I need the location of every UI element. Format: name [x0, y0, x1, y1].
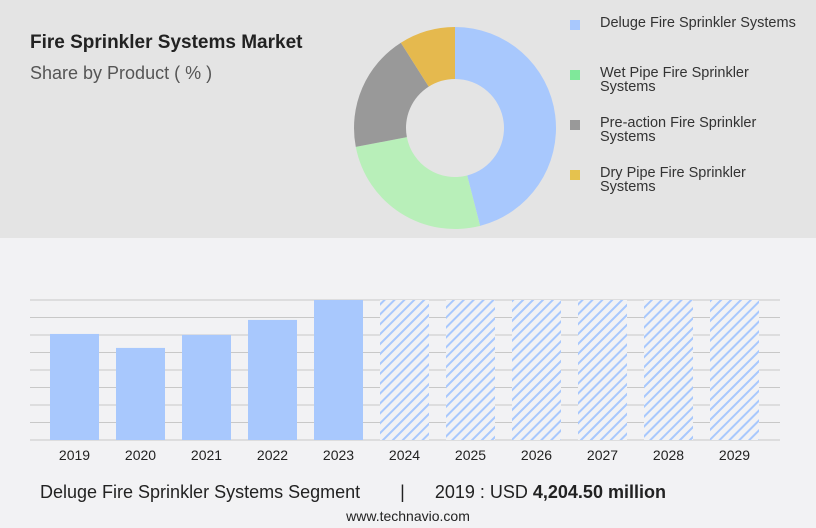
bar [248, 319, 297, 440]
donut-slice [400, 27, 455, 87]
legend-label: Deluge Fire Sprinkler Systems [600, 15, 796, 31]
legend-swatch [570, 70, 580, 80]
separator: | [400, 482, 405, 502]
donut-slice [455, 27, 556, 226]
x-tick-label: 2025 [455, 447, 486, 463]
x-tick-label: 2029 [719, 447, 750, 463]
footer-summary: Deluge Fire Sprinkler Systems Segment | 20… [40, 482, 666, 503]
x-tick-label: 2027 [587, 447, 618, 463]
forecast-bar [446, 300, 495, 440]
x-tick-label: 2019 [59, 447, 90, 463]
donut-slice [355, 137, 481, 229]
legend-swatch [570, 170, 580, 180]
x-tick-label: 2020 [125, 447, 156, 463]
year-label: 2019 : USD [434, 482, 528, 502]
x-tick-label: 2026 [521, 447, 552, 463]
bar [182, 334, 231, 440]
legend-label: Pre-action Fire Sprinkler Systems [600, 115, 757, 145]
bar [116, 347, 165, 440]
value-label: 4,204.50 million [532, 482, 666, 502]
legend-swatch [570, 20, 580, 30]
bar [314, 300, 363, 440]
x-tick-label: 2028 [653, 447, 684, 463]
bar [50, 333, 99, 440]
donut-slice [354, 42, 429, 147]
forecast-bar [512, 300, 561, 440]
x-tick-label: 2022 [257, 447, 288, 463]
chart-canvas: 2019 2020 2021 2022 2023 2024 2025 2026 2027 2028… [30, 27, 780, 463]
chart-subtitle: Share by Product ( % ) [30, 63, 213, 83]
forecast-bar [578, 300, 627, 440]
x-tick-label: 2021 [191, 447, 222, 463]
legend-label: Dry Pipe Fire Sprinkler Systems [600, 165, 746, 195]
x-tick-label: 2024 [389, 447, 420, 463]
forecast-bar [710, 300, 759, 440]
segment-label: Deluge Fire Sprinkler Systems Segment [40, 482, 361, 502]
forecast-bar [644, 300, 693, 440]
forecast-bar [380, 300, 429, 440]
chart-title: Fire Sprinkler Systems Market [30, 32, 303, 53]
x-tick-label: 2023 [323, 447, 354, 463]
legend-swatch [570, 120, 580, 130]
website: www.technavio.com [346, 508, 470, 524]
legend-label: Wet Pipe Fire Sprinkler Systems [600, 65, 749, 95]
